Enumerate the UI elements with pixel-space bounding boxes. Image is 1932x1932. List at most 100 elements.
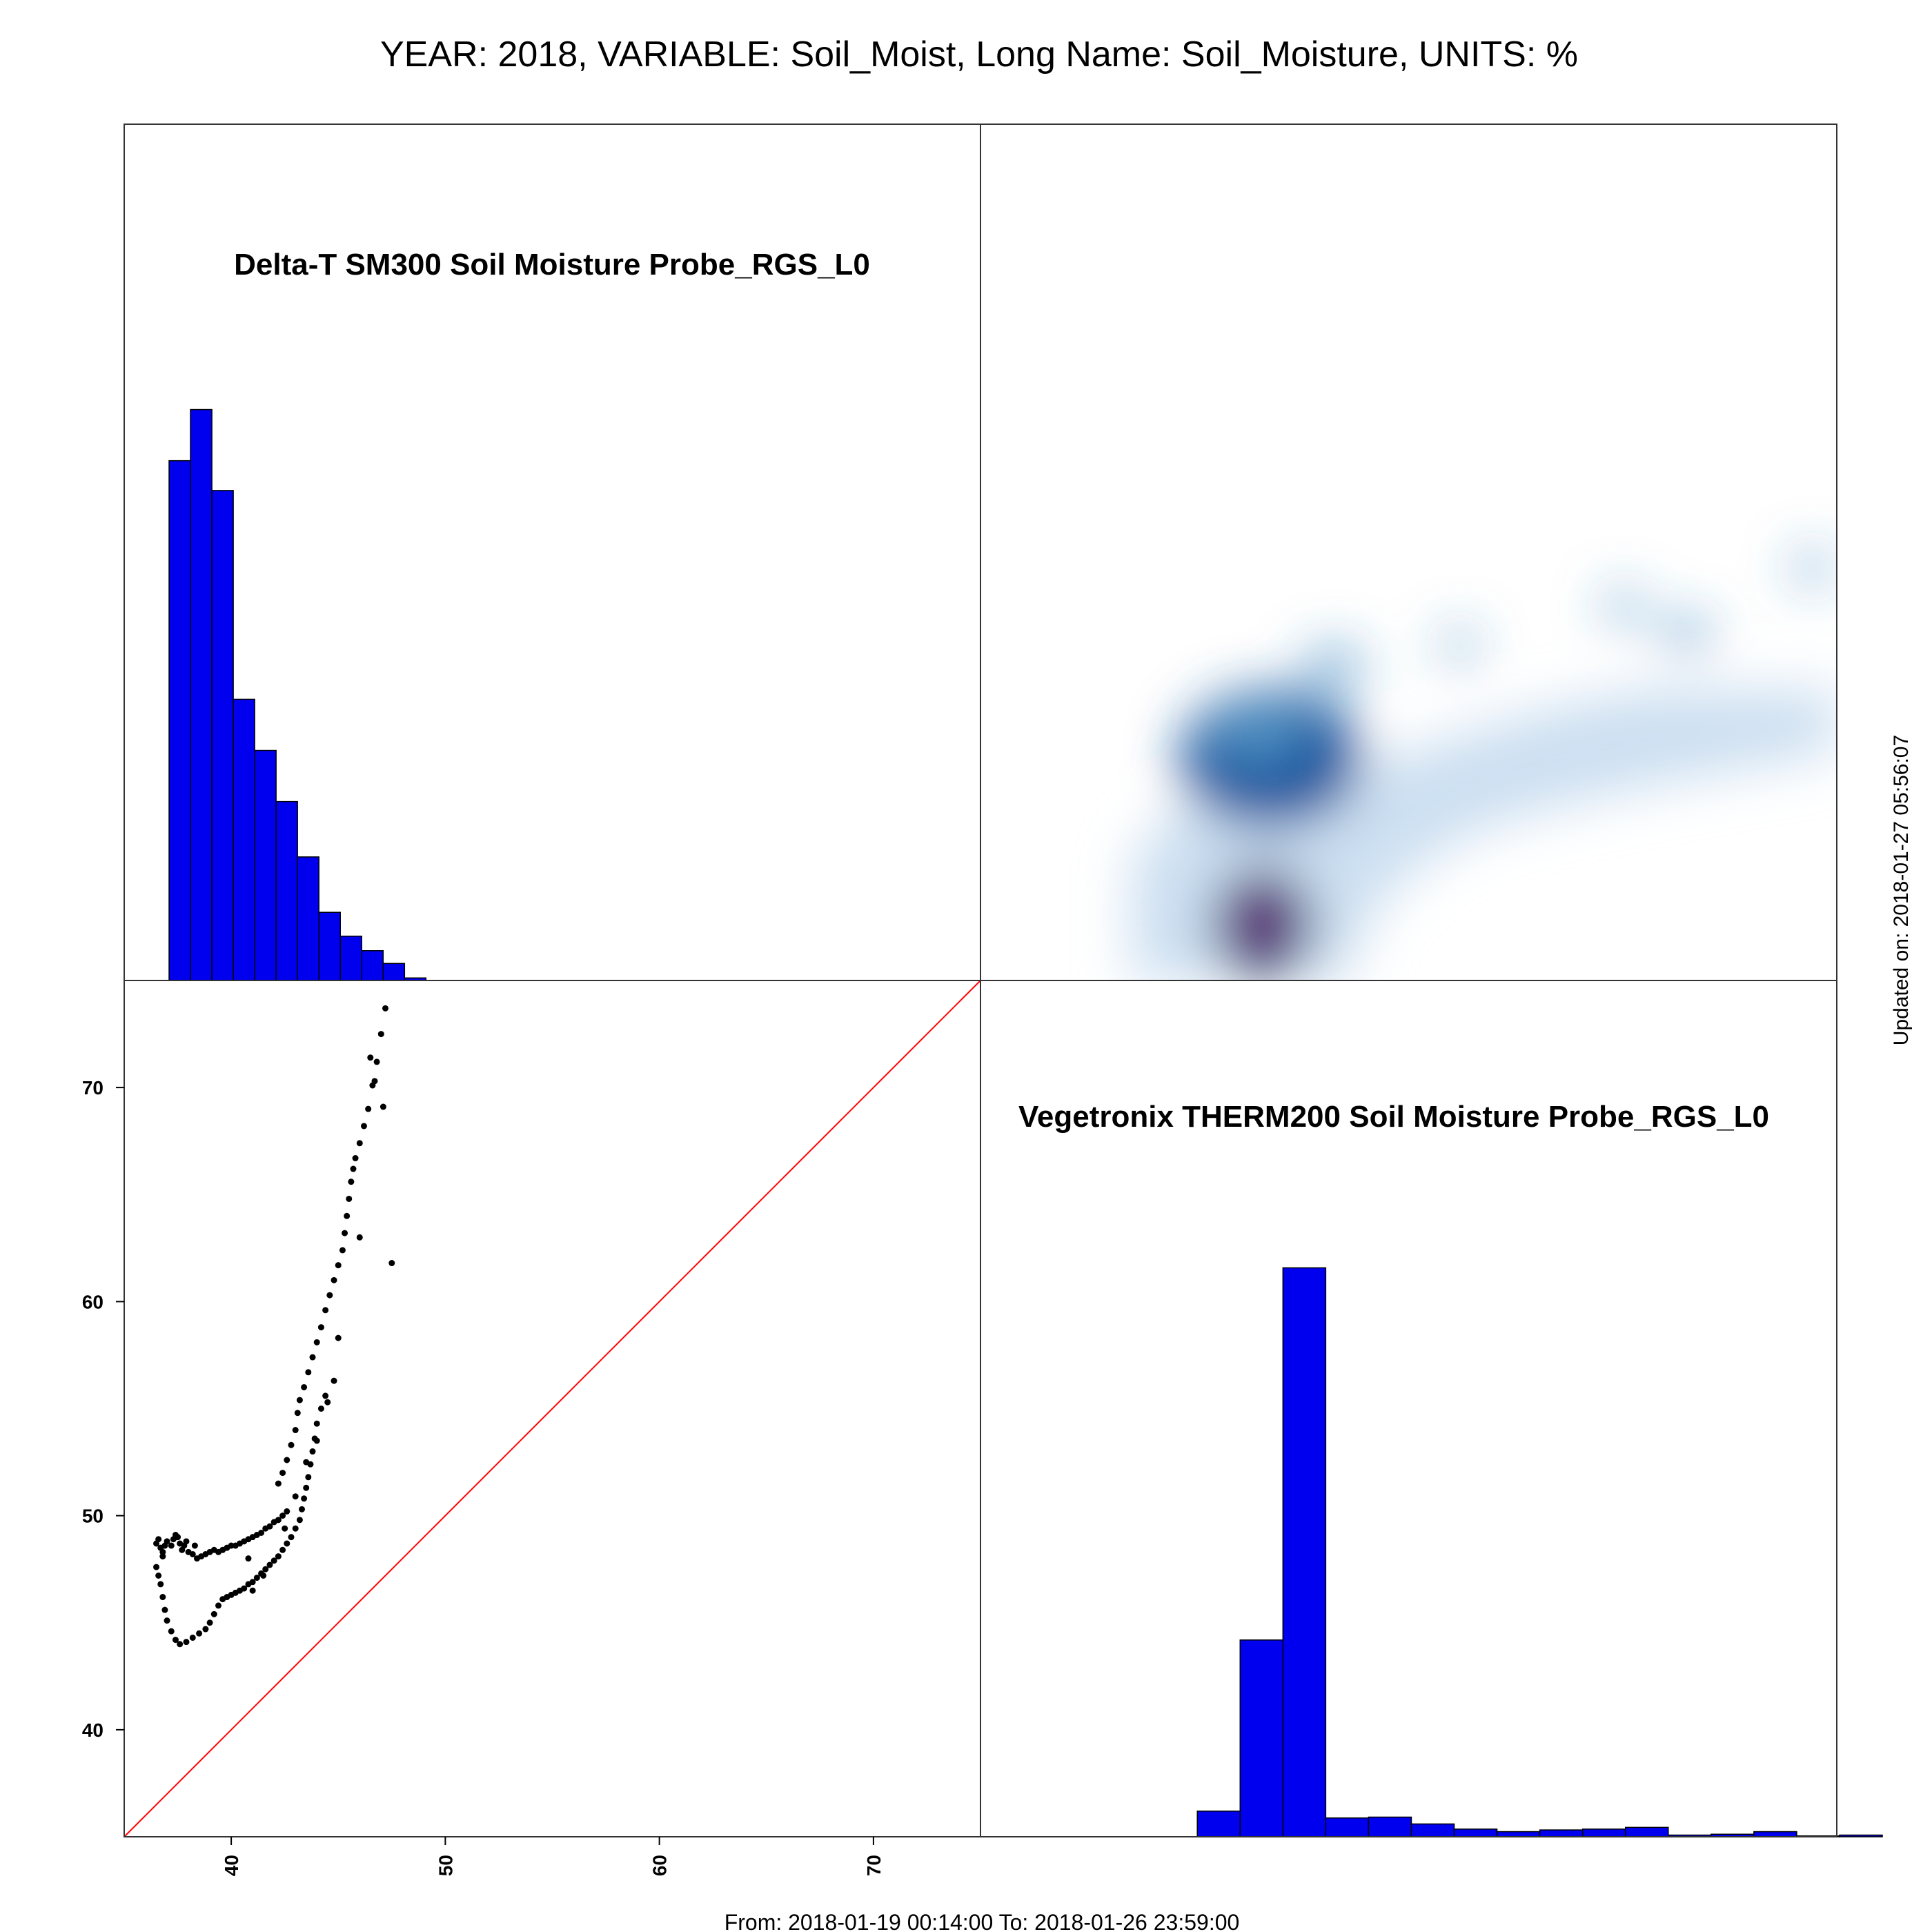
scatter-point <box>258 1529 265 1536</box>
scatter-axes: 40 40 50 50 60 60 70 70 <box>82 1077 885 1876</box>
scatter-point <box>172 1532 179 1539</box>
scatter-point <box>379 1103 386 1110</box>
scatter-point <box>296 1517 303 1524</box>
scatter-point <box>377 1031 384 1038</box>
scatter-point <box>279 1512 286 1519</box>
density-blob <box>1305 647 1363 686</box>
scatter-point <box>210 1610 217 1617</box>
scatter-point <box>360 1123 367 1130</box>
scatter-point <box>309 1354 316 1361</box>
scatter-point <box>249 1587 256 1594</box>
scatter-point <box>249 1579 256 1586</box>
scatter-panel <box>124 980 981 1837</box>
histogram-vegetronix <box>1196 1267 1883 1837</box>
scatter-point <box>305 1369 312 1376</box>
scatter-point <box>164 1538 170 1545</box>
scatter-point <box>164 1617 170 1624</box>
y-tick-label: 70 <box>82 1077 103 1098</box>
scatter-point <box>322 1307 329 1314</box>
scatter-point <box>266 1561 273 1568</box>
scatter-point <box>294 1410 301 1417</box>
scatter-point <box>326 1292 333 1299</box>
scatter-point <box>356 1140 363 1147</box>
histogram-bar <box>297 856 319 981</box>
scatter-point <box>388 1260 395 1267</box>
histogram-bar <box>1196 1811 1241 1837</box>
histogram-bar <box>382 963 406 981</box>
scatter-point <box>352 1155 359 1162</box>
x-tick-label: 40 <box>221 1855 242 1876</box>
histogram-bar <box>1368 1816 1412 1837</box>
scatter-point <box>346 1195 353 1202</box>
scatter-point <box>266 1523 273 1530</box>
scatter-point <box>159 1594 166 1601</box>
histogram-bar <box>275 800 298 981</box>
scatter-point <box>275 1553 282 1560</box>
scatter-point <box>196 1630 203 1637</box>
scatter-point <box>260 1572 267 1579</box>
histogram-bar <box>1325 1817 1370 1837</box>
scatter-point <box>303 1484 310 1491</box>
scatter-point <box>331 1377 337 1384</box>
scatter-point <box>317 1324 324 1331</box>
y-tick-label: 40 <box>82 1719 103 1741</box>
scatter-point <box>292 1493 299 1500</box>
scatter-point <box>206 1619 213 1626</box>
scatter-point <box>313 1420 320 1427</box>
scatter-point <box>367 1054 374 1061</box>
density-blob <box>1664 617 1709 651</box>
scatter-point <box>335 1262 342 1269</box>
scatter-point <box>284 1457 290 1463</box>
scatter-point <box>313 1339 320 1346</box>
scatter-point <box>301 1383 308 1390</box>
scatter-point <box>275 1517 282 1524</box>
reference-line <box>124 980 981 1837</box>
scatter-point <box>299 1506 306 1512</box>
density-blob <box>1213 709 1303 762</box>
histogram-bar <box>233 698 255 981</box>
histogram-bar <box>168 460 191 981</box>
scatter-point <box>382 1005 389 1012</box>
density-panel <box>1132 553 1837 980</box>
scatter-point <box>172 1637 179 1644</box>
scatter-point <box>189 1550 196 1557</box>
histogram-bar <box>254 749 277 981</box>
x-tick-label: 60 <box>649 1855 671 1876</box>
scatter-point <box>191 1542 198 1549</box>
scatter-point <box>279 1470 286 1477</box>
histogram-bar <box>1753 1831 1797 1837</box>
scatter-point <box>322 1392 329 1399</box>
density-blob <box>1605 591 1642 622</box>
scatter-point <box>159 1548 166 1555</box>
x-tick-label: 50 <box>435 1855 456 1876</box>
scatter-point <box>373 1058 380 1065</box>
scatter-point <box>270 1557 277 1564</box>
density-peak <box>1239 894 1283 949</box>
scatter-point <box>245 1555 252 1562</box>
scatter-point <box>339 1247 346 1254</box>
scatter-point <box>228 1542 235 1549</box>
scatter-point <box>155 1572 162 1579</box>
histogram-bar <box>339 936 363 981</box>
scatter-point <box>253 1575 260 1581</box>
scatter-point <box>288 1534 295 1541</box>
scatter-point <box>161 1606 168 1613</box>
scatter-point <box>305 1474 312 1481</box>
scatter-point <box>177 1641 184 1648</box>
scatter-point <box>275 1480 282 1487</box>
scatter-point <box>317 1406 324 1412</box>
scatter-point <box>284 1540 290 1547</box>
scatter-point <box>331 1276 337 1283</box>
scatter-point <box>365 1105 372 1112</box>
scatter-point <box>292 1525 299 1532</box>
scatter-point <box>284 1508 290 1515</box>
scatter-point <box>155 1536 162 1543</box>
histogram-bar <box>1282 1267 1327 1837</box>
scatter-point <box>335 1334 342 1341</box>
scatter-point <box>202 1626 209 1633</box>
scatter-point <box>342 1230 348 1236</box>
histogram-delta-t <box>168 408 427 981</box>
density-blob <box>1443 630 1476 661</box>
x-tick-label: 70 <box>863 1855 885 1876</box>
scatter-point <box>279 1546 286 1553</box>
